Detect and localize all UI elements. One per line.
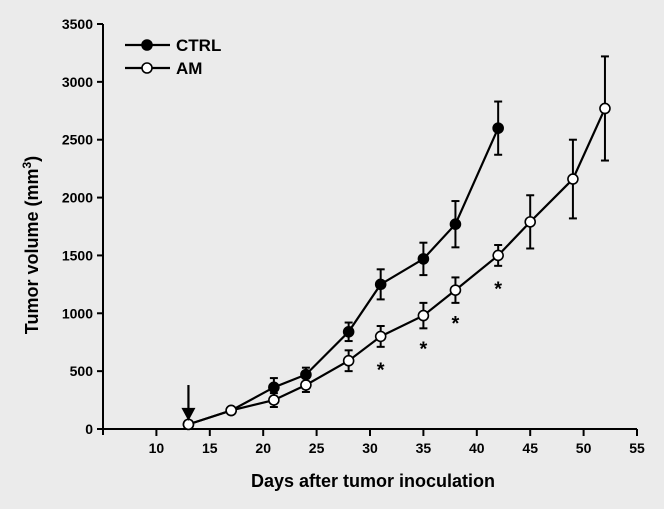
series-ctrl-point <box>374 278 387 291</box>
y-tick-label: 1500 <box>62 247 93 263</box>
y-axis-title: Tumor volume (mm3) <box>20 156 42 334</box>
legend-ctrl-label: CTRL <box>176 36 221 55</box>
series-am-point <box>567 173 579 185</box>
series-am-point <box>492 249 504 262</box>
y-axis-title-sup: 3 <box>20 162 34 169</box>
series-ctrl-point <box>449 218 462 230</box>
series-am-point <box>524 216 537 228</box>
y-tick-label: 0 <box>85 421 93 437</box>
significance-marker: * <box>420 339 428 361</box>
y-tick-label: 2000 <box>62 190 93 206</box>
y-axis-title-close: ) <box>22 156 42 162</box>
x-axis-title: Days after tumor inoculation <box>251 471 495 491</box>
series-am-point <box>417 309 430 322</box>
annotations: * * * * <box>181 278 502 421</box>
y-tick-label: 500 <box>70 363 94 379</box>
significance-marker: * <box>494 278 502 300</box>
series-am-point <box>449 284 462 296</box>
y-tick-label: 1000 <box>62 305 93 321</box>
y-tick-label: 2500 <box>62 132 93 148</box>
series-ctrl-point <box>268 381 280 394</box>
ticks: 10 15 20 25 30 35 40 45 50 55 0 500 1000 1500 2000 2500… <box>62 16 645 456</box>
significance-marker: * <box>452 313 460 335</box>
series-ctrl-point <box>342 325 355 338</box>
y-axis-title-main: Tumor volume (mm <box>22 169 42 335</box>
series-am-line <box>188 108 606 426</box>
x-tick-label: 15 <box>202 440 218 456</box>
series-am-point <box>268 394 280 406</box>
x-tick-label: 40 <box>469 440 485 456</box>
legend-ctrl-marker <box>141 39 153 51</box>
x-tick-label: 55 <box>629 440 645 456</box>
series-ctrl-point <box>492 122 504 134</box>
x-tick-label: 45 <box>522 440 538 456</box>
treatment-arrow-head <box>181 407 196 421</box>
x-tick-label: 30 <box>362 440 378 456</box>
legend-am-label: AM <box>176 59 202 78</box>
x-tick-label: 35 <box>416 440 432 456</box>
y-tick-label: 3500 <box>62 16 93 32</box>
series-layer <box>182 55 611 431</box>
axes <box>102 24 637 435</box>
series-am-point <box>374 330 387 343</box>
legend-am-marker <box>141 62 153 74</box>
y-tick-label: 3000 <box>62 74 93 90</box>
x-tick-label: 10 <box>149 440 165 456</box>
series-am-point <box>599 102 611 115</box>
series-am-point <box>225 404 237 417</box>
series-ctrl-point <box>417 253 430 265</box>
series-am-point <box>342 354 355 367</box>
legend: CTRL AM <box>125 36 221 78</box>
significance-marker: * <box>377 359 385 381</box>
series-ctrl-line <box>188 127 500 426</box>
series-am-point <box>300 379 312 391</box>
x-tick-label: 50 <box>576 440 592 456</box>
x-tick-label: 20 <box>255 440 271 456</box>
x-tick-label: 25 <box>309 440 325 456</box>
